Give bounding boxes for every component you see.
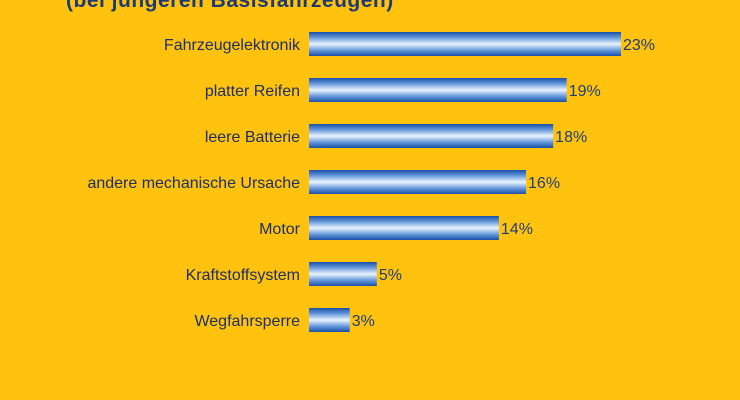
bar	[309, 216, 499, 240]
bars-group: Fahrzeugelektronik 23% platter Reifen 19% le…	[87, 32, 655, 332]
bar	[309, 32, 621, 56]
category-label: Wegfahrsperre	[194, 313, 300, 330]
value-label: 16%	[528, 175, 560, 192]
value-label: 14%	[501, 221, 533, 238]
value-label: 18%	[555, 129, 587, 146]
bar	[309, 124, 554, 148]
value-label: 5%	[379, 267, 402, 284]
value-label: 3%	[352, 313, 375, 330]
value-label: 19%	[569, 83, 601, 100]
chart-subtitle: (bei jüngeren Basisfahrzeugen)	[66, 0, 394, 12]
category-label: Kraftstoffsystem	[186, 267, 300, 284]
category-label: Fahrzeugelektronik	[164, 37, 301, 54]
value-label: 23%	[623, 37, 655, 54]
category-label: leere Batterie	[205, 129, 300, 146]
bar	[309, 170, 527, 194]
bar	[309, 78, 567, 102]
category-label: andere mechanische Ursache	[87, 175, 300, 192]
bar	[309, 308, 350, 332]
category-label: Motor	[259, 221, 301, 238]
category-label: platter Reifen	[205, 83, 300, 100]
bar	[309, 262, 377, 286]
